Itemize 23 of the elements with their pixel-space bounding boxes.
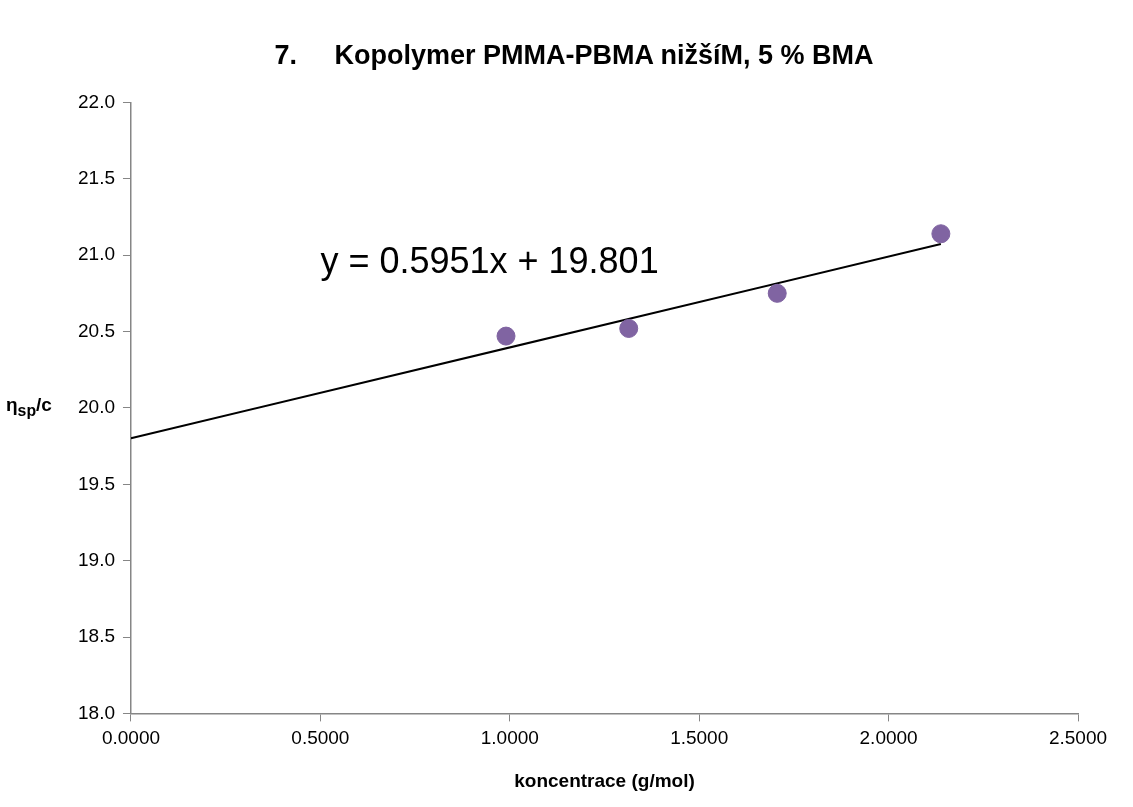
point — [619, 318, 639, 338]
chart-title: 7. Kopolymer PMMA-PBMA nižšíM, 5 % BMA — [274, 39, 874, 70]
point — [496, 326, 516, 346]
x-tick-label: 2.5000 — [1048, 727, 1108, 749]
x-tick-label: 0.5000 — [291, 727, 350, 749]
x-tick-label: 1.5000 — [670, 727, 729, 749]
y-tick-label: 20.5 — [78, 319, 115, 341]
x-tick-label: 0.0000 — [101, 727, 161, 749]
y-tick-label: 21.5 — [78, 167, 115, 189]
annotation: y = 0.5951x + 19.801 — [320, 240, 659, 282]
x-tick-label: 2.0000 — [859, 727, 918, 749]
y-axis-title: η$_{sp}$/c — [6, 393, 52, 420]
y-tick-label: 20.0 — [78, 396, 115, 418]
y-tick-label: 18.5 — [78, 625, 115, 647]
y-tick-label: 21.0 — [78, 243, 115, 265]
y-tick-label: 19.5 — [78, 472, 115, 494]
y-tick-label: 18.0 — [78, 701, 115, 723]
x-tick-label: 1.0000 — [480, 727, 539, 749]
y-tick-label: 19.0 — [78, 548, 115, 570]
point — [767, 283, 787, 303]
point — [931, 224, 951, 244]
x-axis-title: koncentrace (g/mol) — [514, 769, 695, 791]
y-tick-label: 22.0 — [78, 90, 115, 112]
